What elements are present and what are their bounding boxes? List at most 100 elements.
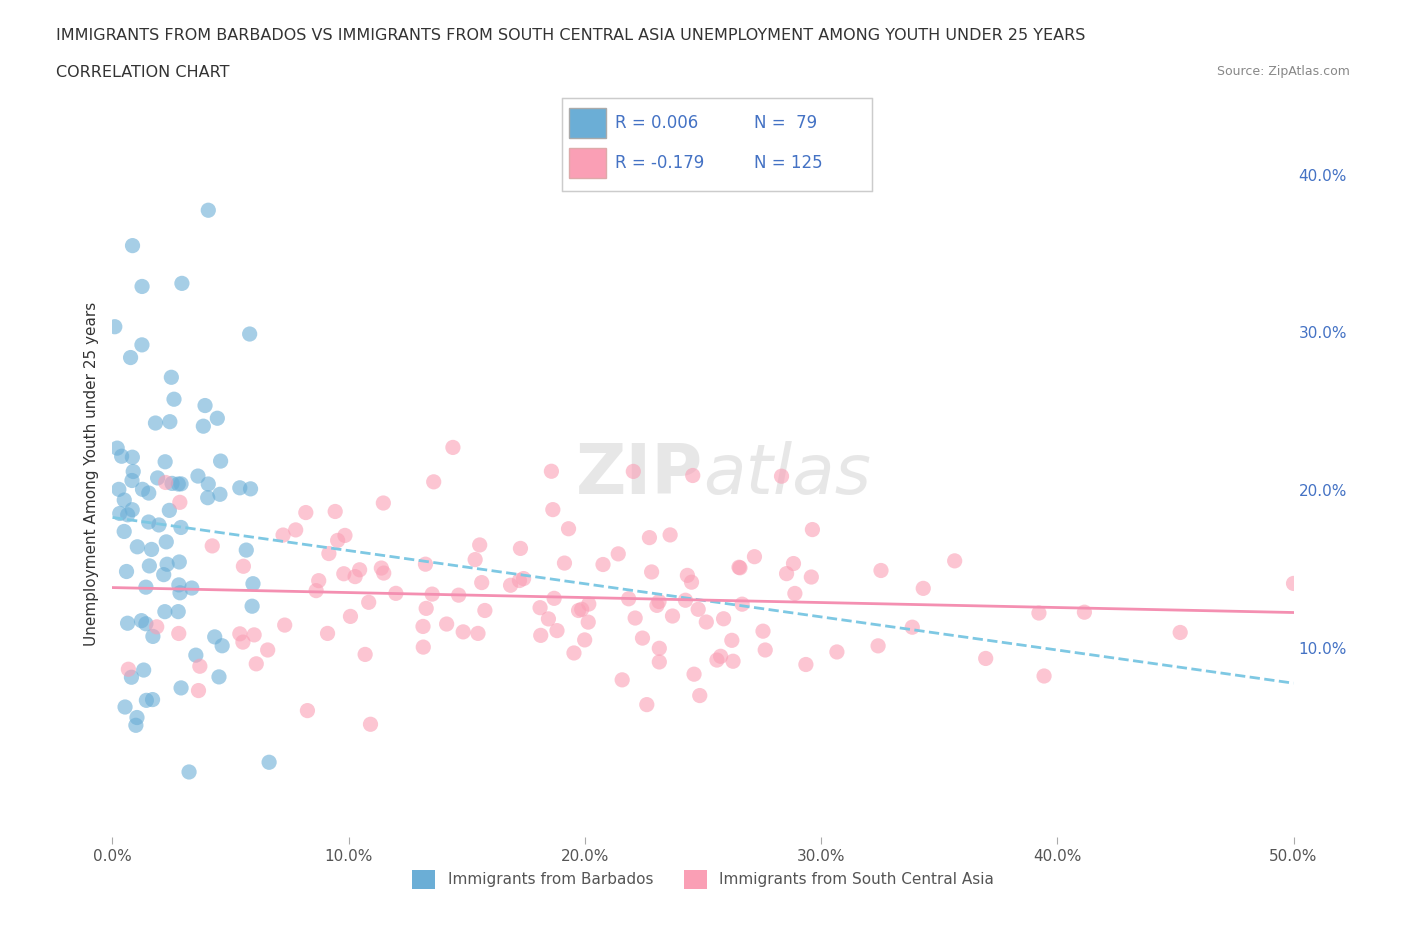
Point — [122, 464, 145, 479]
Point — [752, 624, 775, 639]
Point — [441, 440, 464, 455]
Point — [284, 523, 307, 538]
Point — [728, 560, 751, 575]
Point — [754, 643, 776, 658]
Point — [360, 717, 382, 732]
Point — [344, 569, 367, 584]
Point — [208, 670, 231, 684]
Point — [316, 626, 339, 641]
Point — [420, 587, 443, 602]
Point — [557, 522, 579, 537]
Point — [412, 619, 434, 634]
Point — [794, 658, 817, 672]
Text: N = 125: N = 125 — [754, 153, 823, 172]
Point — [901, 619, 924, 634]
Point — [170, 681, 193, 696]
Point — [474, 603, 496, 618]
Point — [117, 616, 139, 631]
Point — [512, 571, 534, 586]
Point — [180, 580, 202, 595]
Point — [471, 575, 494, 590]
Text: CORRELATION CHART: CORRELATION CHART — [56, 65, 229, 80]
Point — [245, 657, 267, 671]
Point — [229, 627, 252, 642]
Point — [104, 319, 127, 334]
Point — [721, 633, 744, 648]
Point — [676, 568, 699, 583]
Point — [142, 629, 165, 644]
Point — [163, 392, 186, 406]
Point — [412, 640, 434, 655]
Point — [117, 508, 139, 523]
Point — [592, 557, 614, 572]
Point — [912, 581, 935, 596]
Point — [349, 563, 371, 578]
Point — [508, 573, 530, 588]
Point — [631, 631, 654, 645]
Point — [800, 569, 823, 584]
Point — [468, 538, 491, 552]
Point — [553, 555, 575, 570]
Point — [197, 490, 219, 505]
Point — [208, 486, 231, 501]
Point — [159, 414, 181, 429]
Point — [188, 658, 211, 673]
Point — [112, 524, 135, 538]
Point — [155, 535, 177, 550]
Point — [974, 651, 997, 666]
Text: IMMIGRANTS FROM BARBADOS VS IMMIGRANTS FROM SOUTH CENTRAL ASIA UNEMPLOYMENT AMON: IMMIGRANTS FROM BARBADOS VS IMMIGRANTS F… — [56, 28, 1085, 43]
Point — [204, 630, 226, 644]
Point — [415, 601, 437, 616]
Point — [145, 619, 167, 634]
Point — [112, 493, 135, 508]
Point — [467, 626, 489, 641]
Y-axis label: Unemployment Among Youth under 25 years: Unemployment Among Youth under 25 years — [83, 302, 98, 646]
Point — [529, 600, 551, 615]
Point — [326, 533, 349, 548]
Point — [239, 482, 262, 497]
Point — [257, 755, 280, 770]
Point — [120, 350, 142, 365]
Point — [333, 566, 356, 581]
Point — [1073, 604, 1095, 619]
Point — [1282, 576, 1305, 591]
Point — [125, 711, 148, 725]
Point — [121, 450, 143, 465]
Point — [108, 482, 131, 497]
Point — [273, 618, 295, 632]
FancyBboxPatch shape — [568, 108, 606, 138]
Point — [156, 557, 179, 572]
Point — [160, 476, 183, 491]
Point — [167, 476, 190, 491]
Point — [648, 641, 671, 656]
Point — [451, 624, 474, 639]
Text: R = -0.179: R = -0.179 — [614, 153, 704, 172]
Text: Source: ZipAtlas.com: Source: ZipAtlas.com — [1216, 65, 1350, 78]
Point — [131, 482, 153, 497]
Point — [152, 567, 174, 582]
Point — [775, 566, 797, 581]
Point — [612, 672, 634, 687]
Point — [229, 481, 252, 496]
Point — [731, 597, 754, 612]
Point — [256, 643, 278, 658]
Point — [318, 546, 340, 561]
Point — [131, 279, 153, 294]
Point — [1168, 625, 1191, 640]
Point — [105, 441, 128, 456]
Point — [121, 238, 143, 253]
Point — [169, 554, 191, 569]
Point — [187, 684, 209, 698]
Point — [240, 599, 263, 614]
Point — [197, 476, 219, 491]
Point — [169, 495, 191, 510]
Point — [640, 565, 662, 579]
Point — [543, 591, 565, 605]
Point — [131, 338, 153, 352]
Point — [436, 617, 458, 631]
Point — [187, 469, 209, 484]
Point — [170, 476, 193, 491]
Point — [132, 662, 155, 677]
Point — [617, 591, 640, 606]
Point — [135, 617, 157, 631]
